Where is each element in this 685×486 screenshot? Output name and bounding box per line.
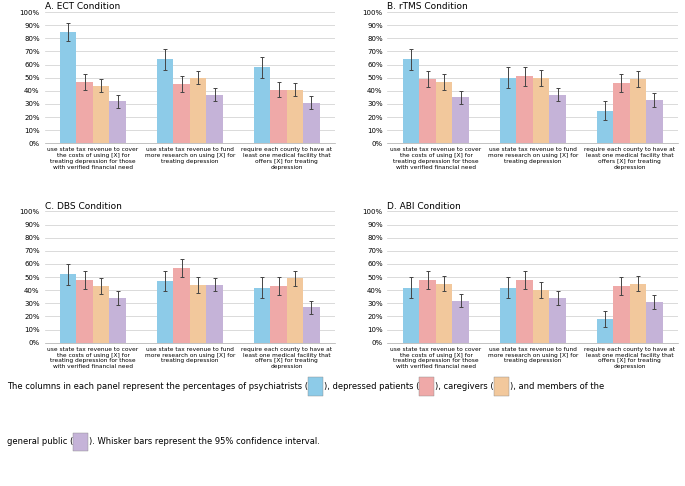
Bar bbox=[500, 78, 516, 143]
Bar bbox=[60, 32, 77, 143]
Bar bbox=[190, 285, 206, 343]
Bar bbox=[452, 97, 469, 143]
Bar bbox=[93, 286, 110, 343]
Text: A. ECT Condition: A. ECT Condition bbox=[45, 2, 120, 11]
Text: ). Whisker bars represent the 95% confidence interval.: ). Whisker bars represent the 95% confid… bbox=[89, 437, 320, 446]
Bar bbox=[77, 279, 93, 343]
Text: The columns in each panel represent the percentages of psychiatrists (: The columns in each panel represent the … bbox=[7, 382, 308, 391]
Bar bbox=[500, 288, 516, 343]
Bar bbox=[254, 67, 271, 143]
Text: ), depressed patients (: ), depressed patients ( bbox=[324, 382, 419, 391]
Bar bbox=[597, 110, 613, 143]
Text: ), and members of the: ), and members of the bbox=[510, 382, 604, 391]
Bar bbox=[403, 288, 419, 343]
Bar bbox=[646, 100, 662, 143]
Bar bbox=[516, 76, 533, 143]
Bar bbox=[173, 84, 190, 143]
Bar bbox=[110, 101, 126, 143]
Bar bbox=[60, 275, 77, 343]
Bar bbox=[646, 302, 662, 343]
Bar bbox=[549, 298, 566, 343]
Bar bbox=[73, 433, 88, 451]
Bar bbox=[419, 378, 434, 396]
Bar bbox=[303, 103, 320, 143]
Text: general public (: general public ( bbox=[7, 437, 73, 446]
Bar bbox=[308, 378, 323, 396]
Text: C. DBS Condition: C. DBS Condition bbox=[45, 202, 121, 211]
Bar bbox=[452, 301, 469, 343]
Bar bbox=[157, 59, 173, 143]
Bar bbox=[549, 95, 566, 143]
Bar bbox=[533, 290, 549, 343]
Bar bbox=[110, 298, 126, 343]
Bar bbox=[533, 78, 549, 143]
Bar bbox=[271, 286, 287, 343]
Bar bbox=[630, 284, 646, 343]
Text: D. ABI Condition: D. ABI Condition bbox=[388, 202, 461, 211]
Bar bbox=[271, 89, 287, 143]
Bar bbox=[157, 281, 173, 343]
Bar bbox=[419, 79, 436, 143]
Bar bbox=[516, 279, 533, 343]
Text: ), caregivers (: ), caregivers ( bbox=[436, 382, 494, 391]
Bar bbox=[436, 82, 452, 143]
Bar bbox=[77, 82, 93, 143]
Bar bbox=[613, 286, 630, 343]
Bar bbox=[93, 86, 110, 143]
Bar bbox=[287, 278, 303, 343]
Bar bbox=[206, 285, 223, 343]
Bar bbox=[190, 78, 206, 143]
Bar bbox=[173, 268, 190, 343]
Bar bbox=[630, 79, 646, 143]
Bar bbox=[419, 279, 436, 343]
Text: B. rTMS Condition: B. rTMS Condition bbox=[388, 2, 469, 11]
Bar bbox=[597, 319, 613, 343]
Bar bbox=[436, 284, 452, 343]
Bar bbox=[613, 83, 630, 143]
Bar bbox=[303, 307, 320, 343]
Bar bbox=[206, 95, 223, 143]
Bar bbox=[287, 89, 303, 143]
Bar bbox=[494, 378, 509, 396]
Bar bbox=[403, 59, 419, 143]
Bar bbox=[254, 288, 271, 343]
